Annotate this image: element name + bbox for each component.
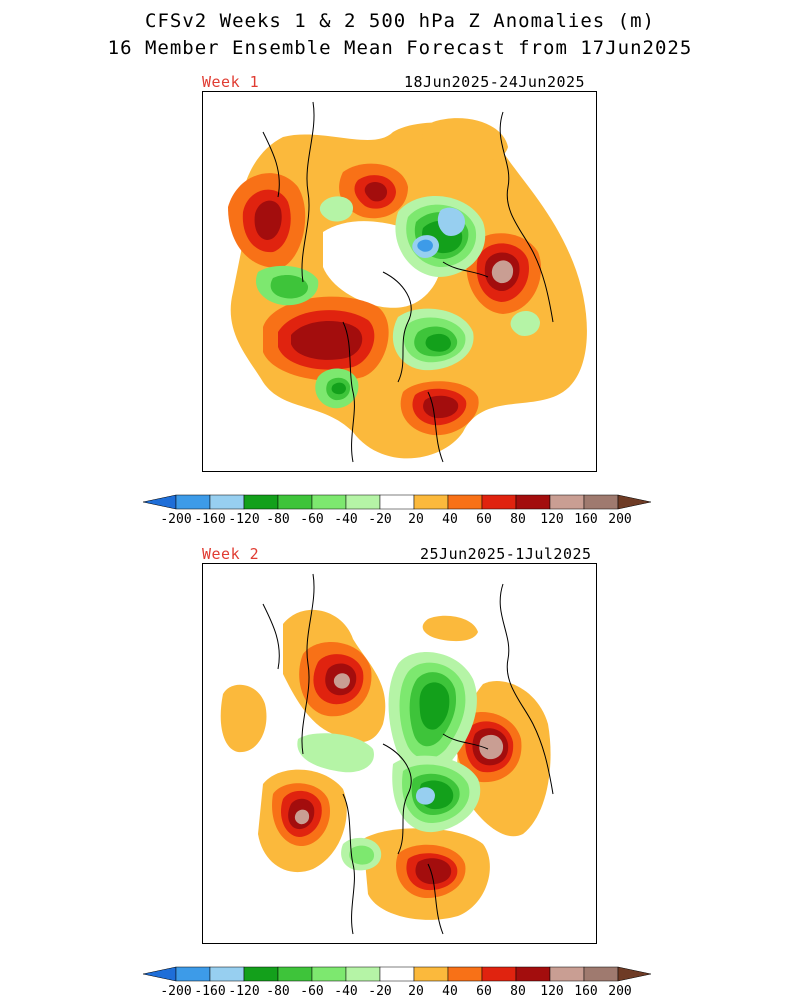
week2-anomaly-map [202, 563, 597, 944]
colorbar-swatch [243, 494, 279, 510]
colorbar-swatch [142, 494, 177, 510]
colorbar-swatch [379, 966, 415, 982]
week2-colorbar-ticks: -200 -160 -120 -80 -60 -40 -20 20 40 60 … [143, 984, 659, 1000]
colorbar-swatch [515, 966, 551, 982]
colorbar-swatch [277, 966, 313, 982]
colorbar-swatch [583, 494, 619, 510]
colorbar-swatch [209, 966, 245, 982]
colorbar-swatch [311, 494, 347, 510]
chart-title: CFSv2 Weeks 1 & 2 500 hPa Z Anomalies (m… [145, 10, 655, 32]
colorbar-swatch [413, 966, 449, 982]
colorbar-tick: -160 [194, 512, 226, 527]
colorbar-tick: 60 [476, 512, 492, 527]
colorbar-swatch [413, 494, 449, 510]
colorbar-tick: 40 [442, 984, 458, 999]
colorbar-swatch [175, 494, 211, 510]
colorbar-tick: 80 [510, 984, 526, 999]
colorbar-tick: 20 [408, 984, 424, 999]
week1-date-range: 18Jun2025-24Jun2025 [404, 73, 586, 91]
colorbar-swatch [617, 494, 652, 510]
colorbar-swatch [583, 966, 619, 982]
week2-colorbar-swatches [142, 966, 652, 982]
week1-colorbar-swatches [142, 494, 652, 510]
colorbar-tick: -20 [368, 984, 392, 999]
colorbar-swatch [549, 966, 585, 982]
colorbar-tick: 200 [608, 512, 632, 527]
colorbar-swatch [617, 966, 652, 982]
colorbar-swatch [345, 966, 381, 982]
week1-anomaly-map [202, 91, 597, 472]
colorbar-tick: 200 [608, 984, 632, 999]
colorbar-swatch [447, 494, 483, 510]
chart-subtitle: 16 Member Ensemble Mean Forecast from 17… [107, 37, 693, 59]
colorbar-swatch [175, 966, 211, 982]
colorbar-tick: -200 [160, 512, 192, 527]
colorbar-swatch [481, 966, 517, 982]
colorbar-tick: -60 [300, 512, 324, 527]
colorbar-swatch [311, 966, 347, 982]
colorbar-tick: -80 [266, 984, 290, 999]
colorbar-swatch [515, 494, 551, 510]
colorbar-tick: -120 [228, 512, 260, 527]
colorbar-swatch [447, 966, 483, 982]
colorbar-swatch [209, 494, 245, 510]
colorbar-swatch [549, 494, 585, 510]
colorbar-swatch [379, 494, 415, 510]
colorbar-tick: 160 [574, 512, 598, 527]
week2-date-range: 25Jun2025-1Jul2025 [420, 545, 592, 563]
colorbar-tick: 120 [540, 512, 564, 527]
colorbar-tick: 80 [510, 512, 526, 527]
colorbar-tick: 20 [408, 512, 424, 527]
week1-colorbar: -200 -160 -120 -80 -60 -40 -20 20 40 60 … [142, 493, 659, 535]
week2-colorbar: -200 -160 -120 -80 -60 -40 -20 20 40 60 … [142, 965, 659, 1007]
colorbar-tick: 60 [476, 984, 492, 999]
colorbar-tick: -60 [300, 984, 324, 999]
week2-label: Week 2 [202, 545, 260, 563]
week1-label: Week 1 [202, 73, 260, 91]
colorbar-tick: -20 [368, 512, 392, 527]
week1-colorbar-ticks: -200 -160 -120 -80 -60 -40 -20 20 40 60 … [143, 512, 659, 528]
colorbar-tick: -160 [194, 984, 226, 999]
colorbar-tick: -40 [334, 512, 358, 527]
colorbar-tick: -200 [160, 984, 192, 999]
colorbar-tick: -40 [334, 984, 358, 999]
colorbar-tick: -80 [266, 512, 290, 527]
colorbar-swatch [142, 966, 177, 982]
colorbar-tick: 40 [442, 512, 458, 527]
colorbar-swatch [345, 494, 381, 510]
colorbar-tick: 120 [540, 984, 564, 999]
colorbar-tick: 160 [574, 984, 598, 999]
colorbar-swatch [481, 494, 517, 510]
colorbar-swatch [277, 494, 313, 510]
colorbar-swatch [243, 966, 279, 982]
colorbar-tick: -120 [228, 984, 260, 999]
